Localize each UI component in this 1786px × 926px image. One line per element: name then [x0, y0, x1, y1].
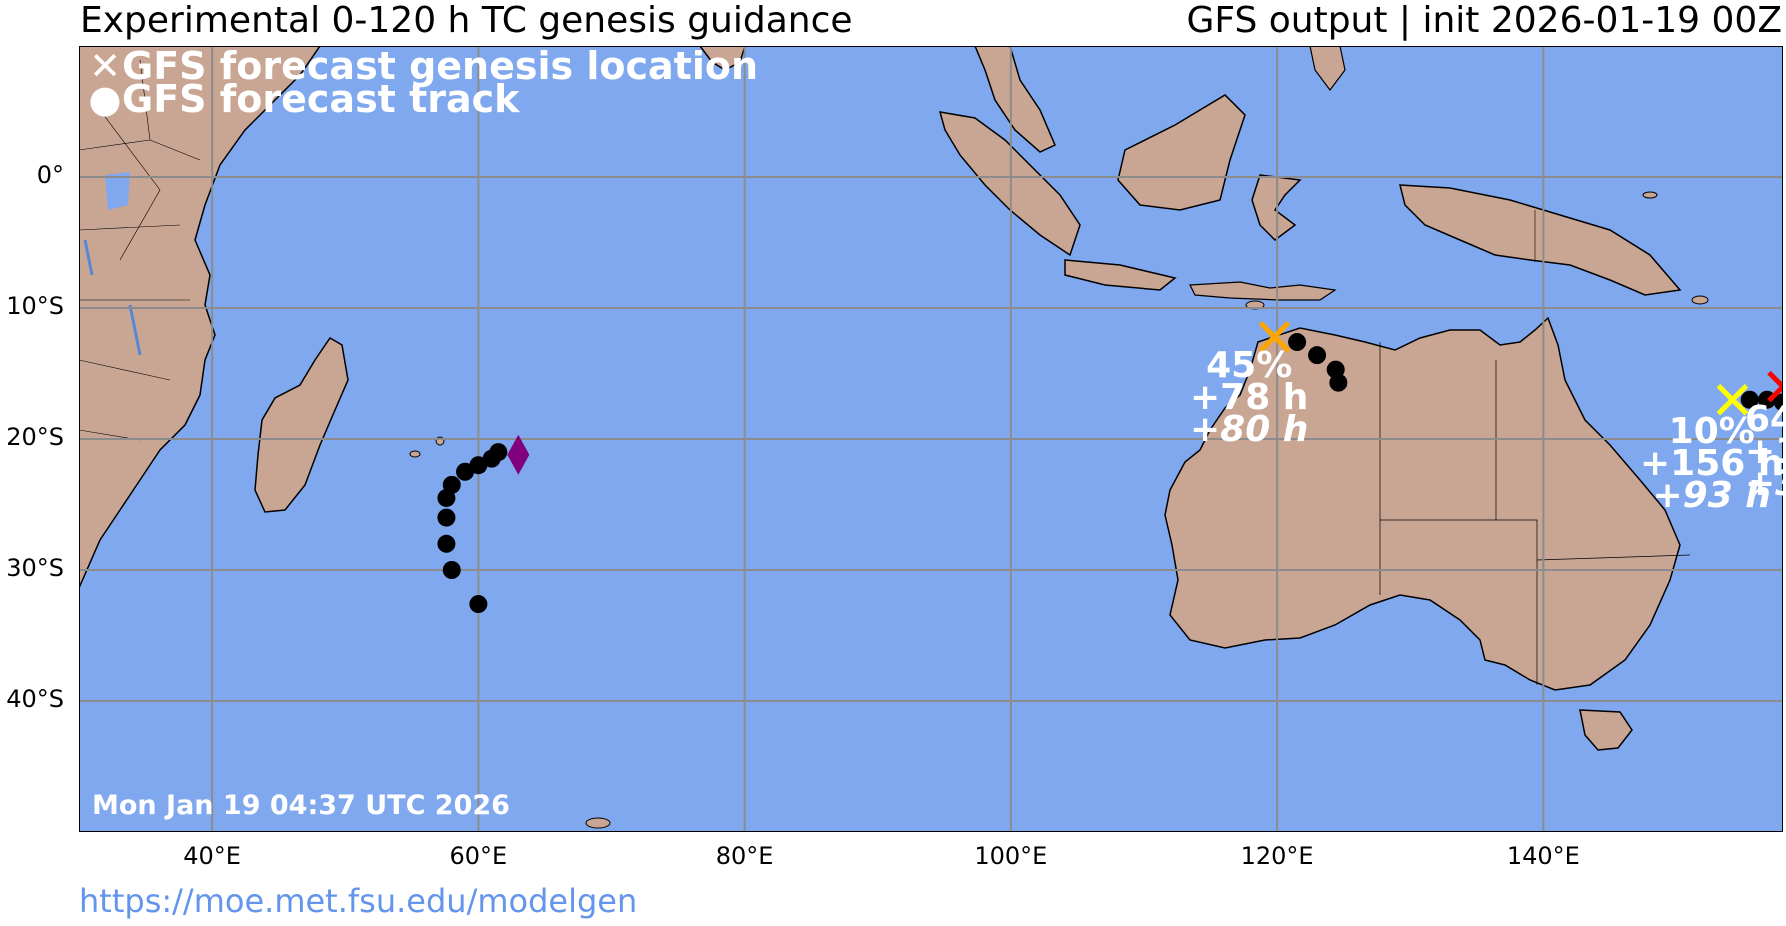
gridlines	[79, 46, 1783, 832]
legend-genesis-label: GFS forecast genesis location	[122, 44, 759, 88]
track-point	[469, 595, 488, 614]
track-point	[1329, 373, 1348, 392]
genesis-annotation-coral-sea: 10% +156 h +93 h	[1640, 411, 1784, 516]
sunda-islands	[1189, 281, 1337, 301]
genesis-x-marker	[1767, 370, 1783, 403]
x-mark-icon: ✕	[89, 44, 121, 88]
legend-track-label: GFS forecast track	[122, 77, 520, 121]
legend-track: ● GFS forecast track	[88, 77, 758, 121]
legend: ✕ GFS forecast genesis location ● GFS fo…	[88, 44, 759, 121]
genesis-x-marker	[1716, 383, 1749, 416]
timestamp: Mon Jan 19 04:37 UTC 2026	[92, 790, 510, 821]
lake	[83, 239, 142, 356]
small-island	[1642, 191, 1658, 199]
track-point	[1308, 346, 1327, 365]
track-point	[442, 561, 461, 579]
genesis-annotation-edge: 64 +1 +3	[1745, 404, 1783, 500]
track-point	[437, 508, 456, 527]
genesis-x-marker	[1258, 321, 1291, 353]
tasmania	[1579, 709, 1633, 751]
lat-tick-label: 20°S	[6, 423, 64, 451]
track-point	[442, 475, 461, 494]
malay-peninsula	[974, 46, 1056, 153]
genesis-probability: 10%	[1668, 411, 1755, 452]
legend-genesis: ✕ GFS forecast genesis location	[88, 44, 759, 88]
africa-borders	[79, 59, 201, 441]
small-island	[1691, 295, 1709, 305]
lake	[105, 172, 130, 210]
lon-tick-label: 100°E	[974, 842, 1048, 870]
track-point	[456, 462, 475, 481]
india-tip	[699, 46, 746, 71]
source-link[interactable]: https://moe.met.fsu.edu/modelgen	[79, 882, 638, 920]
track-point	[489, 443, 508, 462]
new-guinea	[1399, 184, 1682, 296]
genesis-duration: +3	[1745, 463, 1783, 501]
track-point	[437, 534, 456, 553]
lon-tick-label: 40°E	[183, 842, 241, 870]
lon-tick-label: 60°E	[449, 842, 508, 870]
madagascar	[254, 336, 349, 513]
philippines	[1309, 46, 1346, 91]
lat-tick-label: 30°S	[6, 554, 64, 582]
dot-icon: ●	[88, 77, 122, 121]
track-point	[1288, 333, 1307, 352]
africa-landmass	[79, 46, 321, 589]
australia	[1164, 316, 1681, 691]
forecast-tracks	[437, 333, 1783, 614]
kerguelen-island	[585, 817, 611, 829]
lat-tick-label: 40°S	[6, 685, 64, 713]
track-point	[469, 456, 488, 475]
genesis-probability: 64	[1745, 404, 1783, 440]
genesis-lead-time: +78 h	[1190, 377, 1309, 418]
map-title: Experimental 0-120 h TC genesis guidance	[80, 0, 853, 41]
lon-tick-label: 140°E	[1506, 842, 1580, 870]
genesis-probability: 45%	[1206, 345, 1293, 386]
lon-tick-label: 120°E	[1240, 842, 1314, 870]
genesis-markers	[1258, 321, 1783, 416]
genesis-lead-time: +1	[1745, 431, 1783, 472]
model-init-title: GFS output | init 2026-01-19 00Z	[1186, 0, 1782, 41]
diamond-marker	[507, 434, 530, 475]
lon-tick-label: 80°E	[715, 842, 774, 870]
lat-tick-label: 10°S	[6, 292, 64, 320]
java	[1064, 259, 1177, 291]
track-point	[1774, 393, 1783, 412]
genesis-duration: +93 h	[1652, 475, 1771, 516]
genesis-lead-time: +156 h	[1640, 443, 1784, 484]
genesis-duration: +80 h	[1190, 409, 1309, 450]
genesis-annotation-australia: 45% +78 h +80 h	[1190, 345, 1309, 450]
lat-tick-label: 0°	[36, 161, 64, 189]
track-point	[1740, 390, 1759, 409]
sulawesi	[1251, 174, 1302, 241]
borneo	[1117, 94, 1246, 211]
reunion-island	[409, 450, 421, 458]
